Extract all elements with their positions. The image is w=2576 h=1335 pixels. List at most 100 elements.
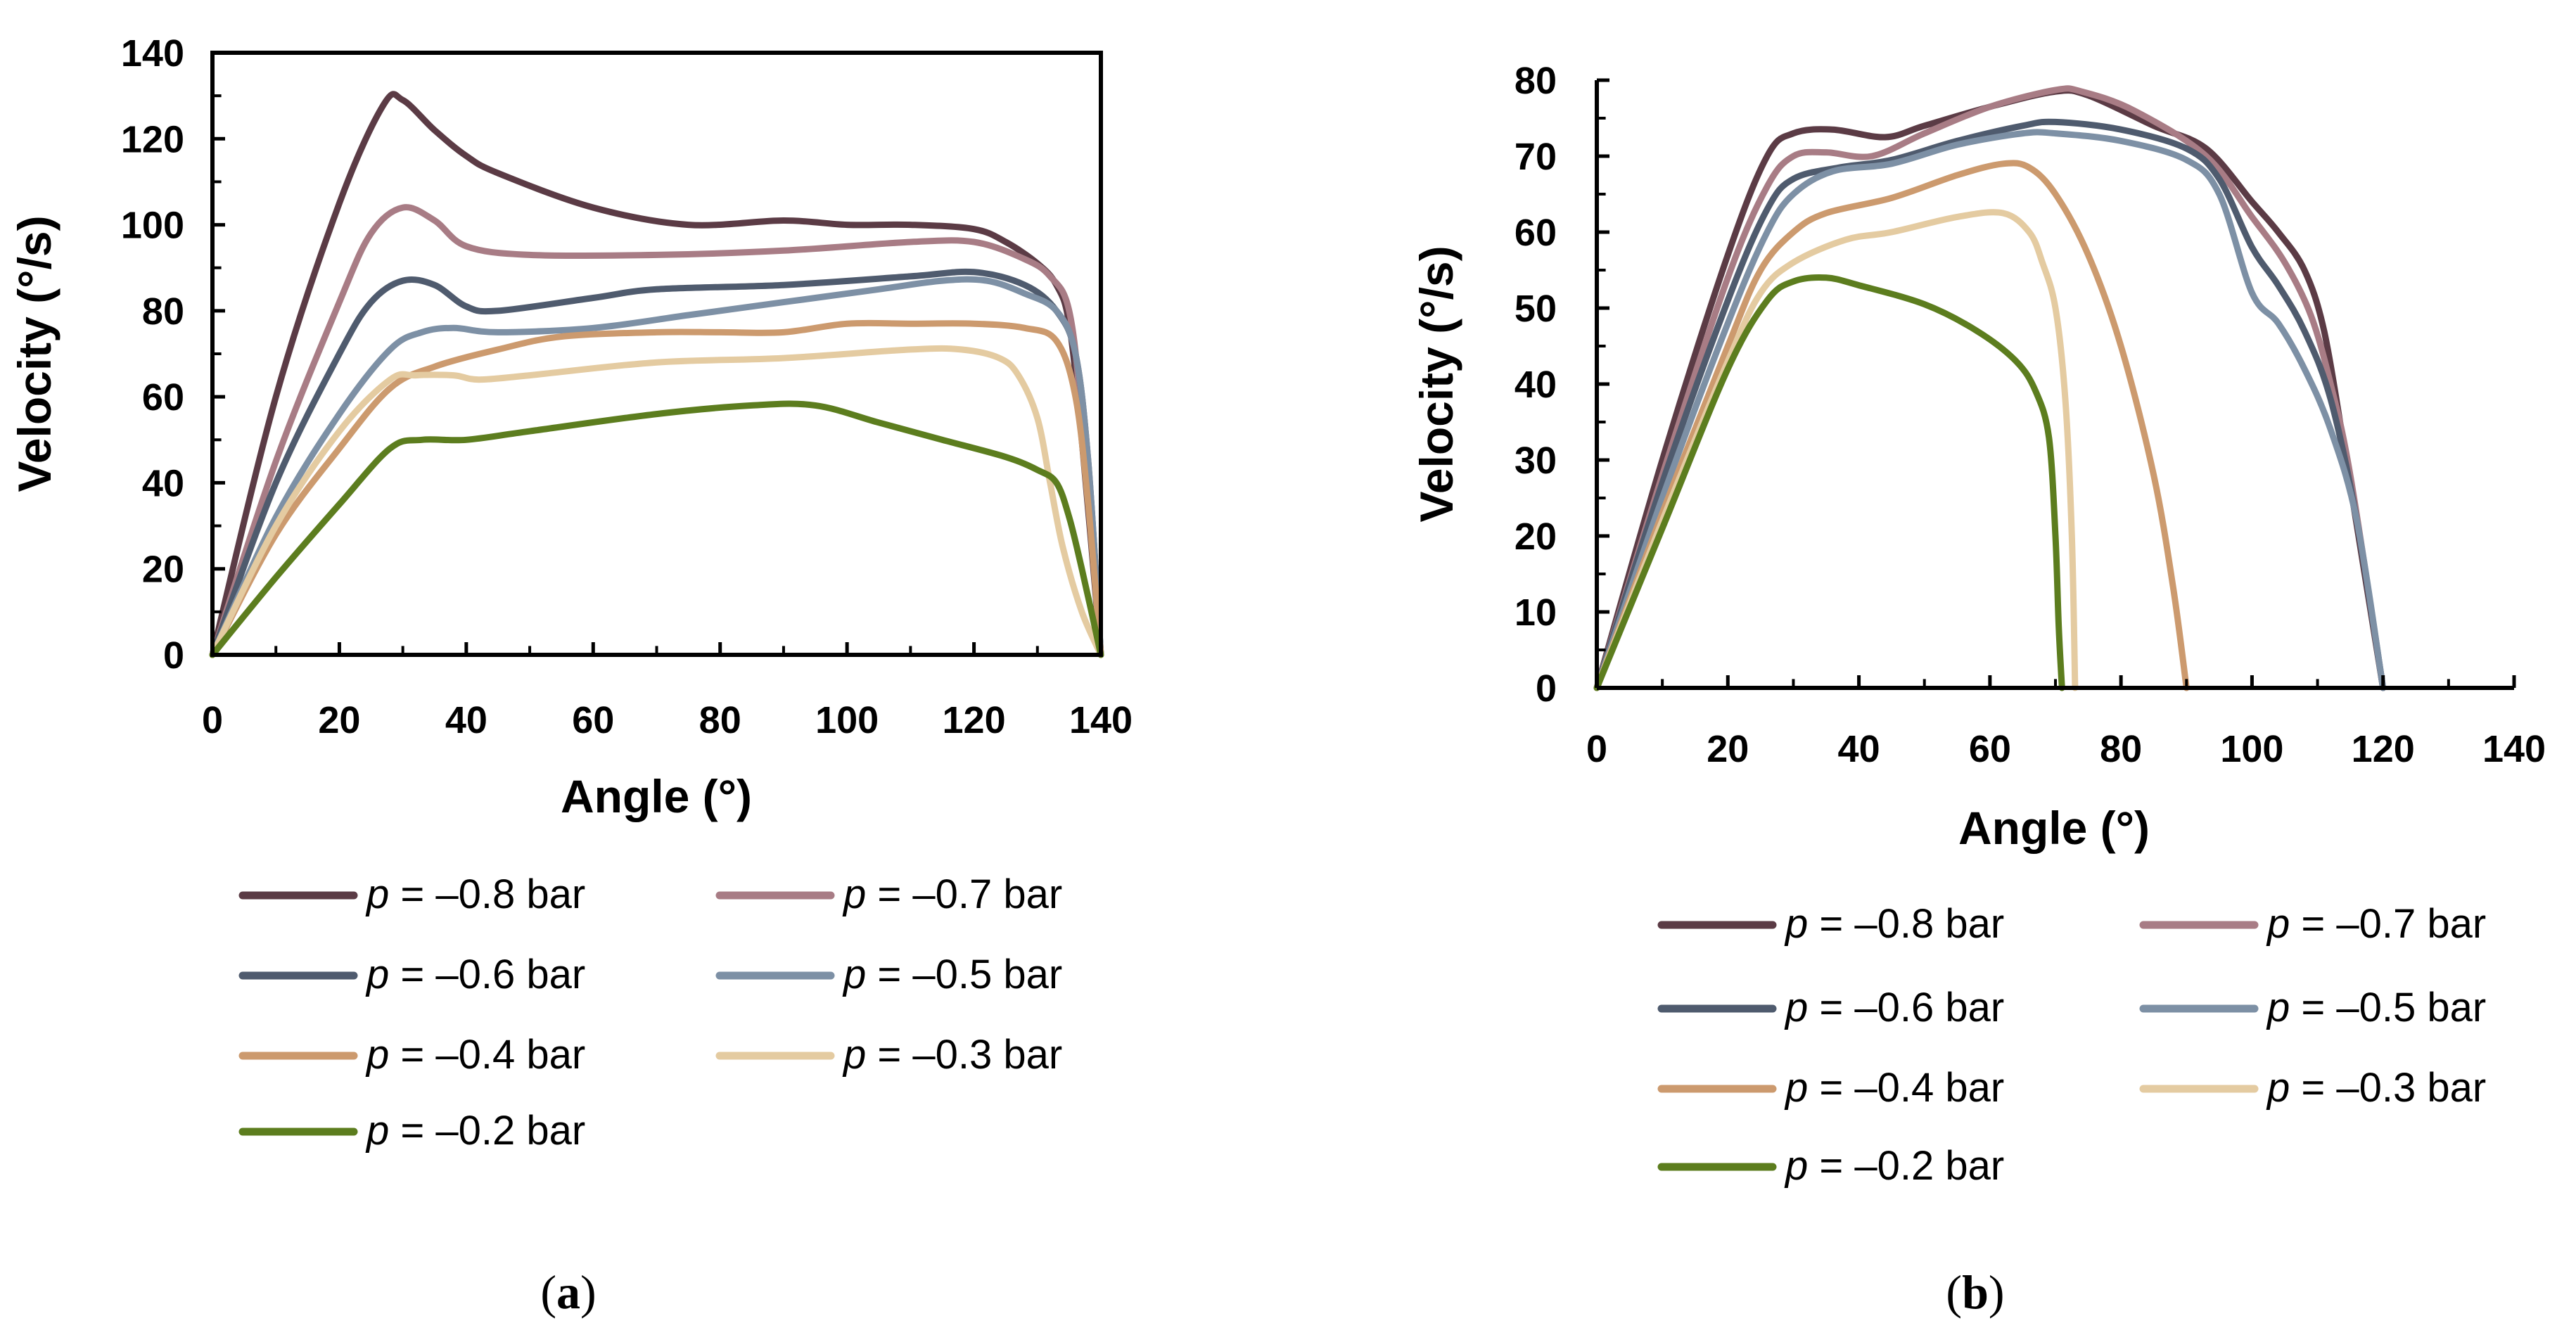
legend-label-value: = –0.5 bar xyxy=(866,952,1062,997)
panel-b-y-axis-title: Velocity (°/s) xyxy=(1410,245,1462,522)
panel-a-x-tick-label: 20 xyxy=(318,699,360,741)
legend-label-variable: p xyxy=(2266,985,2290,1030)
panel-a-legend-item-2: p = –0.7 bar xyxy=(715,871,1062,917)
panel-a-label-letter: a xyxy=(556,1265,580,1319)
panel-a-legend-item-1: p = –0.8 bar xyxy=(238,871,585,917)
panel-b-tick-group: 0 20 40 60 80 100 120 140 0 10 20 30 40 50 60 70 80 xyxy=(1515,60,2546,770)
panel-b-y-tick-label: 80 xyxy=(1515,60,1557,102)
legend-label-value: = –0.6 bar xyxy=(389,952,585,997)
panel-b-y-tick-label: 60 xyxy=(1515,212,1557,254)
legend-label-variable: p xyxy=(1784,1065,1808,1111)
panel-a-y-axis-title: Velocity (°/s) xyxy=(8,215,60,492)
legend-label-variable: p xyxy=(365,871,389,917)
legend-label-variable: p xyxy=(1784,901,1808,947)
panel-a-x-tick-label: 80 xyxy=(699,699,741,741)
legend-label-value: = –0.3 bar xyxy=(866,1032,1062,1078)
panel-b-x-tick-label: 60 xyxy=(1969,728,2011,770)
legend-label-value: = –0.5 bar xyxy=(2290,985,2486,1030)
panel-b-legend-item-7: p = –0.2 bar xyxy=(1657,1143,2004,1189)
panel-b-chart: 0 20 40 60 80 100 120 140 0 10 20 30 40 50 60 70 80 Angl… xyxy=(1410,60,2546,1319)
panel-b-series-line-7 xyxy=(1593,274,2065,691)
panel-b-x-tick-label: 120 xyxy=(2352,728,2415,770)
panel-a-plot-frame xyxy=(210,51,1103,657)
panel-b-x-tick-label: 80 xyxy=(2100,728,2142,770)
panel-a-legend-label: p = –0.7 bar xyxy=(842,871,1062,917)
panel-b-x-tick-label: 140 xyxy=(2482,728,2546,770)
legend-label-value: = –0.8 bar xyxy=(1808,901,2004,947)
panel-a-y-tick-label: 140 xyxy=(121,32,184,75)
panel-b-y-tick-label: 20 xyxy=(1515,516,1557,558)
panel-a-legend-label: p = –0.4 bar xyxy=(365,1032,585,1078)
panel-a-legend-item-6: p = –0.3 bar xyxy=(715,1032,1062,1078)
panel-a-legend-item-3: p = –0.6 bar xyxy=(238,952,585,997)
panel-a-y-tick-label: 0 xyxy=(163,634,184,677)
legend-label-variable: p xyxy=(842,871,866,917)
panel-a-legend-item-7: p = –0.2 bar xyxy=(238,1108,585,1154)
panel-a-label: (a) xyxy=(540,1265,596,1319)
panel-b-series-line-4 xyxy=(1593,129,2387,691)
panel-b-legend-label: p = –0.5 bar xyxy=(2266,985,2486,1030)
panel-a-legend-label: p = –0.8 bar xyxy=(365,871,585,917)
legend-label-variable: p xyxy=(365,1108,389,1154)
panel-b-label: (b) xyxy=(1946,1265,2004,1319)
panel-b-legend-item-6: p = –0.3 bar xyxy=(2139,1065,2486,1111)
panel-b-y-tick-label: 30 xyxy=(1515,440,1557,482)
panel-a-y-tick-label: 60 xyxy=(142,376,184,419)
legend-label-variable: p xyxy=(1784,1143,1808,1189)
panel-b-legend-item-3: p = –0.6 bar xyxy=(1657,985,2004,1030)
panel-a-legend-label: p = –0.5 bar xyxy=(842,952,1062,997)
panel-a-y-tick-label: 100 xyxy=(121,205,184,247)
legend-label-value: = –0.4 bar xyxy=(389,1032,585,1078)
panel-b-series-group xyxy=(1593,85,2387,691)
legend-label-variable: p xyxy=(365,952,389,997)
panel-a-series-line-2 xyxy=(209,204,1104,658)
panel-a-legend-label: p = –0.3 bar xyxy=(842,1032,1062,1078)
legend-label-variable: p xyxy=(1784,985,1808,1030)
panel-b-x-tick-label: 0 xyxy=(1586,728,1607,770)
panel-b-x-tick-label: 100 xyxy=(2220,728,2283,770)
panel-b-legend-label: p = –0.4 bar xyxy=(1784,1065,2004,1111)
panel-a-legend-item-4: p = –0.5 bar xyxy=(715,952,1062,997)
panel-a-legend-label: p = –0.6 bar xyxy=(365,952,585,997)
legend-label-variable: p xyxy=(842,1032,866,1078)
panel-b-x-tick-label: 40 xyxy=(1838,728,1880,770)
panel-b-legend-label: p = –0.8 bar xyxy=(1784,901,2004,947)
panel-b-legend-item-4: p = –0.5 bar xyxy=(2139,985,2486,1030)
panel-a-series-line-7 xyxy=(209,400,1104,658)
panel-b-legend-label: p = –0.3 bar xyxy=(2266,1065,2486,1111)
panel-b-y-tick-label: 40 xyxy=(1515,364,1557,406)
panel-a-series-group xyxy=(209,91,1104,658)
legend-label-value: = –0.2 bar xyxy=(1808,1143,2004,1189)
legend-label-value: = –0.7 bar xyxy=(2290,901,2486,947)
panel-a-x-tick-label: 40 xyxy=(445,699,487,741)
panel-a-y-tick-label: 120 xyxy=(121,118,184,160)
legend-label-variable: p xyxy=(2266,1065,2290,1111)
panel-a-x-tick-label: 140 xyxy=(1069,699,1133,741)
panel-a-series-line-1 xyxy=(209,91,1104,658)
legend-label-value: = –0.7 bar xyxy=(866,871,1062,917)
panel-b-y-tick-label: 0 xyxy=(1536,668,1557,710)
panel-b-y-tick-label: 70 xyxy=(1515,136,1557,178)
panel-a-x-tick-label: 100 xyxy=(815,699,879,741)
panel-a-x-tick-label: 120 xyxy=(943,699,1006,741)
legend-label-variable: p xyxy=(842,952,866,997)
panel-b-legend-label: p = –0.6 bar xyxy=(1784,985,2004,1030)
panel-b-legend-label: p = –0.7 bar xyxy=(2266,901,2486,947)
panel-a-x-tick-label: 60 xyxy=(572,699,614,741)
panel-b-series-line-5 xyxy=(1593,160,2190,691)
legend-label-value: = –0.2 bar xyxy=(389,1108,585,1154)
panel-b-label-letter: b xyxy=(1962,1265,1989,1319)
legend-label-value: = –0.8 bar xyxy=(389,871,585,917)
panel-b-y-tick-label: 10 xyxy=(1515,592,1557,634)
panel-b-legend-label: p = –0.2 bar xyxy=(1784,1143,2004,1189)
panel-a-y-tick-label: 40 xyxy=(142,462,184,504)
legend-label-value: = –0.3 bar xyxy=(2290,1065,2486,1111)
panel-a-legend-label: p = –0.2 bar xyxy=(365,1108,585,1154)
panel-a-y-tick-label: 20 xyxy=(142,549,184,591)
panel-b-legend-item-5: p = –0.4 bar xyxy=(1657,1065,2004,1111)
panel-a-series-line-5 xyxy=(209,319,1104,658)
panel-a-x-axis-title: Angle (°) xyxy=(561,770,752,822)
